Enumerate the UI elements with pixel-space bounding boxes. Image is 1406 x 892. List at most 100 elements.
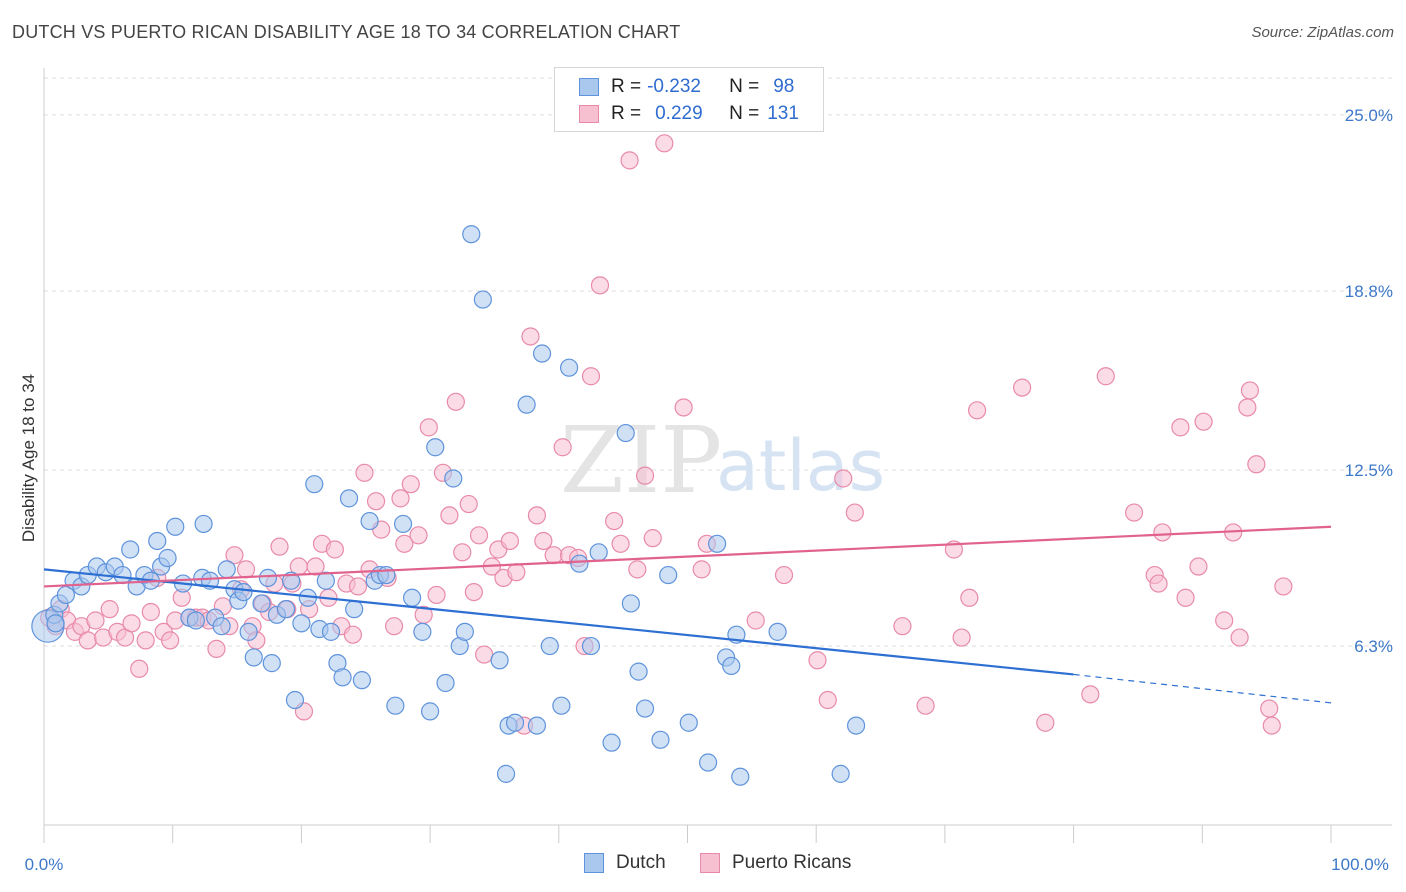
puerto-ricans-point — [581, 367, 601, 386]
dutch-point — [421, 702, 440, 721]
puerto-ricans-point — [1215, 611, 1234, 630]
dutch-point — [517, 395, 536, 414]
dutch-point — [708, 534, 727, 553]
puerto-ricans-point — [86, 611, 105, 630]
legend-item-dutch: Dutch — [584, 852, 666, 874]
trend-lines — [43, 525, 1332, 704]
dutch-point — [540, 636, 559, 656]
legend-label-dutch: Dutch — [616, 852, 666, 873]
dutch-point — [282, 571, 301, 590]
x-tick-label: 100.0% — [1331, 855, 1389, 874]
puerto-ricans-point — [440, 506, 459, 525]
puerto-ricans-point — [1247, 455, 1266, 474]
dutch-point — [527, 716, 547, 735]
puerto-ricans-point — [122, 614, 141, 633]
puerto-ricans-trend-line — [43, 525, 1332, 588]
y-tick-label: 12.5% — [1345, 461, 1393, 480]
dutch-point — [321, 622, 341, 641]
dutch-point — [621, 594, 640, 613]
dutch-point — [698, 753, 718, 772]
y-tick-label: 6.3% — [1354, 637, 1393, 656]
puerto-ricans-point — [605, 511, 624, 531]
dutch-point — [393, 514, 413, 534]
dutch-point — [552, 696, 571, 715]
puerto-ricans-point — [674, 398, 693, 417]
puerto-ricans-point — [391, 489, 410, 508]
puerto-ricans-point — [916, 696, 935, 715]
puerto-ricans-point — [348, 577, 368, 596]
dutch-point — [360, 511, 379, 531]
puerto-ricans-point — [1013, 378, 1032, 397]
puerto-ricans-point — [1153, 523, 1172, 542]
legend-swatch-puerto-ricans — [700, 853, 720, 873]
watermark-atlas: atlas — [716, 425, 885, 507]
dutch-point — [490, 651, 509, 670]
legend-n-value: 98 — [773, 76, 795, 97]
puerto-ricans-point — [475, 645, 494, 664]
dutch-point — [426, 438, 445, 457]
puerto-ricans-point — [427, 585, 446, 605]
puerto-ricans-point — [343, 625, 362, 644]
puerto-ricans-point — [459, 494, 478, 514]
dutch-points — [31, 225, 866, 786]
puerto-ricans-point — [628, 560, 647, 579]
dutch-point — [559, 358, 579, 377]
puerto-ricans-point — [1240, 381, 1260, 400]
dutch-point — [386, 696, 405, 715]
legend-r-value: 0.229 — [655, 103, 703, 124]
legend-swatch-dutch — [579, 78, 599, 96]
legend-r-value: -0.232 — [647, 76, 701, 97]
puerto-ricans-point — [419, 418, 438, 437]
watermark-zip: ZIP — [560, 407, 722, 514]
dutch-point — [496, 764, 516, 783]
dutch-point — [570, 554, 589, 573]
dutch-point — [589, 543, 608, 562]
puerto-ricans-point — [635, 466, 655, 485]
dutch-point — [239, 622, 258, 641]
dutch-point — [352, 671, 371, 690]
puerto-ricans-point — [1238, 398, 1257, 417]
puerto-ricans-point — [611, 534, 630, 553]
puerto-ricans-point — [469, 526, 489, 545]
puerto-ricans-point — [1124, 503, 1144, 522]
dutch-trend-extension — [1073, 673, 1332, 704]
puerto-ricans-point — [161, 631, 180, 650]
puerto-ricans-point — [818, 690, 837, 710]
dutch-point — [581, 636, 601, 656]
puerto-ricans-point — [1171, 418, 1190, 437]
dutch-point — [436, 673, 455, 693]
dutch-point — [768, 622, 787, 641]
puerto-ricans-point — [544, 546, 563, 565]
puerto-ricans-point — [141, 602, 160, 622]
legend-n-label: N = — [729, 103, 760, 124]
dutch-point — [462, 225, 481, 244]
dutch-point — [339, 489, 359, 508]
y-axis-label: Disability Age 18 to 34 — [19, 374, 38, 542]
puerto-ricans-point — [78, 631, 97, 650]
puerto-ricans-point — [446, 392, 465, 411]
puerto-ricans-point — [967, 401, 987, 420]
dutch-point — [635, 699, 655, 718]
puerto-ricans-point — [453, 543, 472, 562]
dutch-point — [831, 764, 850, 783]
puerto-ricans-point — [409, 526, 428, 545]
dutch-point — [212, 617, 231, 636]
dutch-point — [194, 514, 213, 534]
chart-title: DUTCH VS PUERTO RICAN DISABILITY AGE 18 … — [12, 22, 681, 42]
dutch-point — [234, 582, 253, 602]
dutch-point — [166, 517, 185, 536]
correlation-legend: R = -0.232 N = 98 R = 0.229 N = 131 — [554, 67, 824, 132]
y-tick-labels: 6.3% 12.5% 18.8% 25.0% — [1345, 106, 1393, 656]
dutch-point — [292, 614, 311, 633]
dutch-trend-line — [43, 568, 1074, 676]
puerto-ricans-point — [834, 469, 853, 488]
legend-r-label: R = — [611, 103, 642, 124]
puerto-ricans-point — [655, 134, 674, 153]
puerto-ricans-point — [1262, 716, 1281, 735]
dutch-point — [402, 588, 422, 607]
puerto-ricans-point — [130, 659, 149, 678]
dutch-point — [377, 565, 396, 585]
dutch-point — [659, 565, 678, 585]
dutch-point — [217, 560, 236, 579]
